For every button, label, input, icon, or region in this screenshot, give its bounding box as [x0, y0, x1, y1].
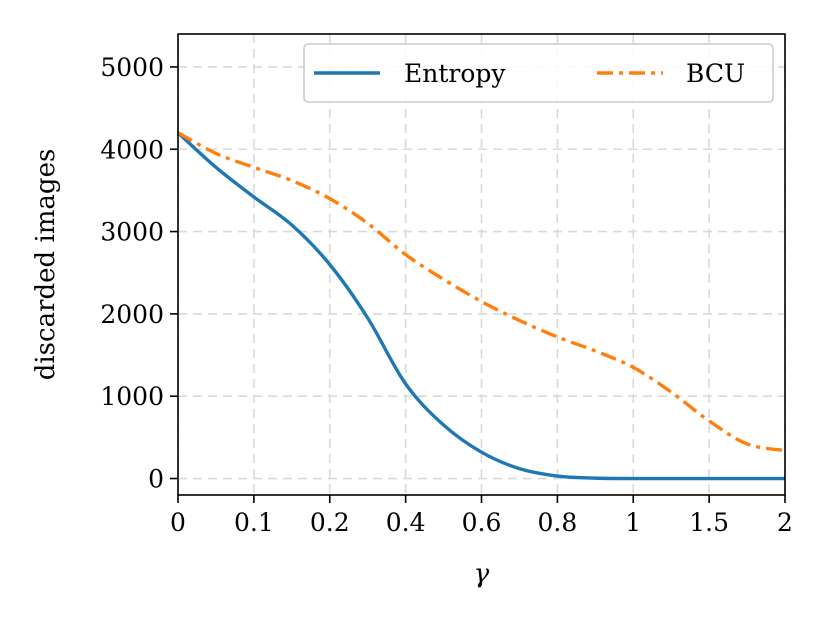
y-axis-label: discarded images: [31, 149, 61, 381]
legend: Entropy BCU: [303, 43, 774, 103]
x-tick-label-3: 0.4: [386, 508, 426, 537]
x-axis: 0 0.1 0.2 0.4 0.6 0.8 1 1.5 2: [170, 495, 793, 537]
series-layer: [176, 131, 786, 481]
x-tick-label-5: 0.8: [537, 508, 577, 537]
x-tick-label-2: 0.2: [310, 508, 350, 537]
series-line-entropy: [176, 131, 785, 481]
x-tick-label-1: 0.1: [234, 508, 274, 537]
x-tick-label-0: 0: [170, 508, 186, 537]
legend-box: [303, 43, 774, 103]
x-tick-label-6: 1: [625, 508, 641, 537]
legend-label-entropy: Entropy: [404, 59, 506, 88]
x-tick-label-4: 0.6: [462, 508, 502, 537]
x-tick-label-8: 2: [777, 508, 793, 537]
grid: [177, 34, 786, 495]
y-tick-label-5: 5000: [100, 53, 164, 82]
y-tick-label-4: 4000: [100, 135, 164, 164]
x-tick-label-7: 1.5: [689, 508, 729, 537]
x-axis-label: γ: [474, 559, 490, 589]
legend-label-bcu: BCU: [686, 59, 745, 88]
y-tick-label-0: 0: [148, 465, 164, 494]
y-tick-label-3: 3000: [100, 218, 164, 247]
y-tick-label-1: 1000: [100, 382, 164, 411]
y-tick-label-2: 2000: [100, 300, 164, 329]
y-axis: 0 1000 2000 3000 4000 5000: [100, 53, 178, 494]
